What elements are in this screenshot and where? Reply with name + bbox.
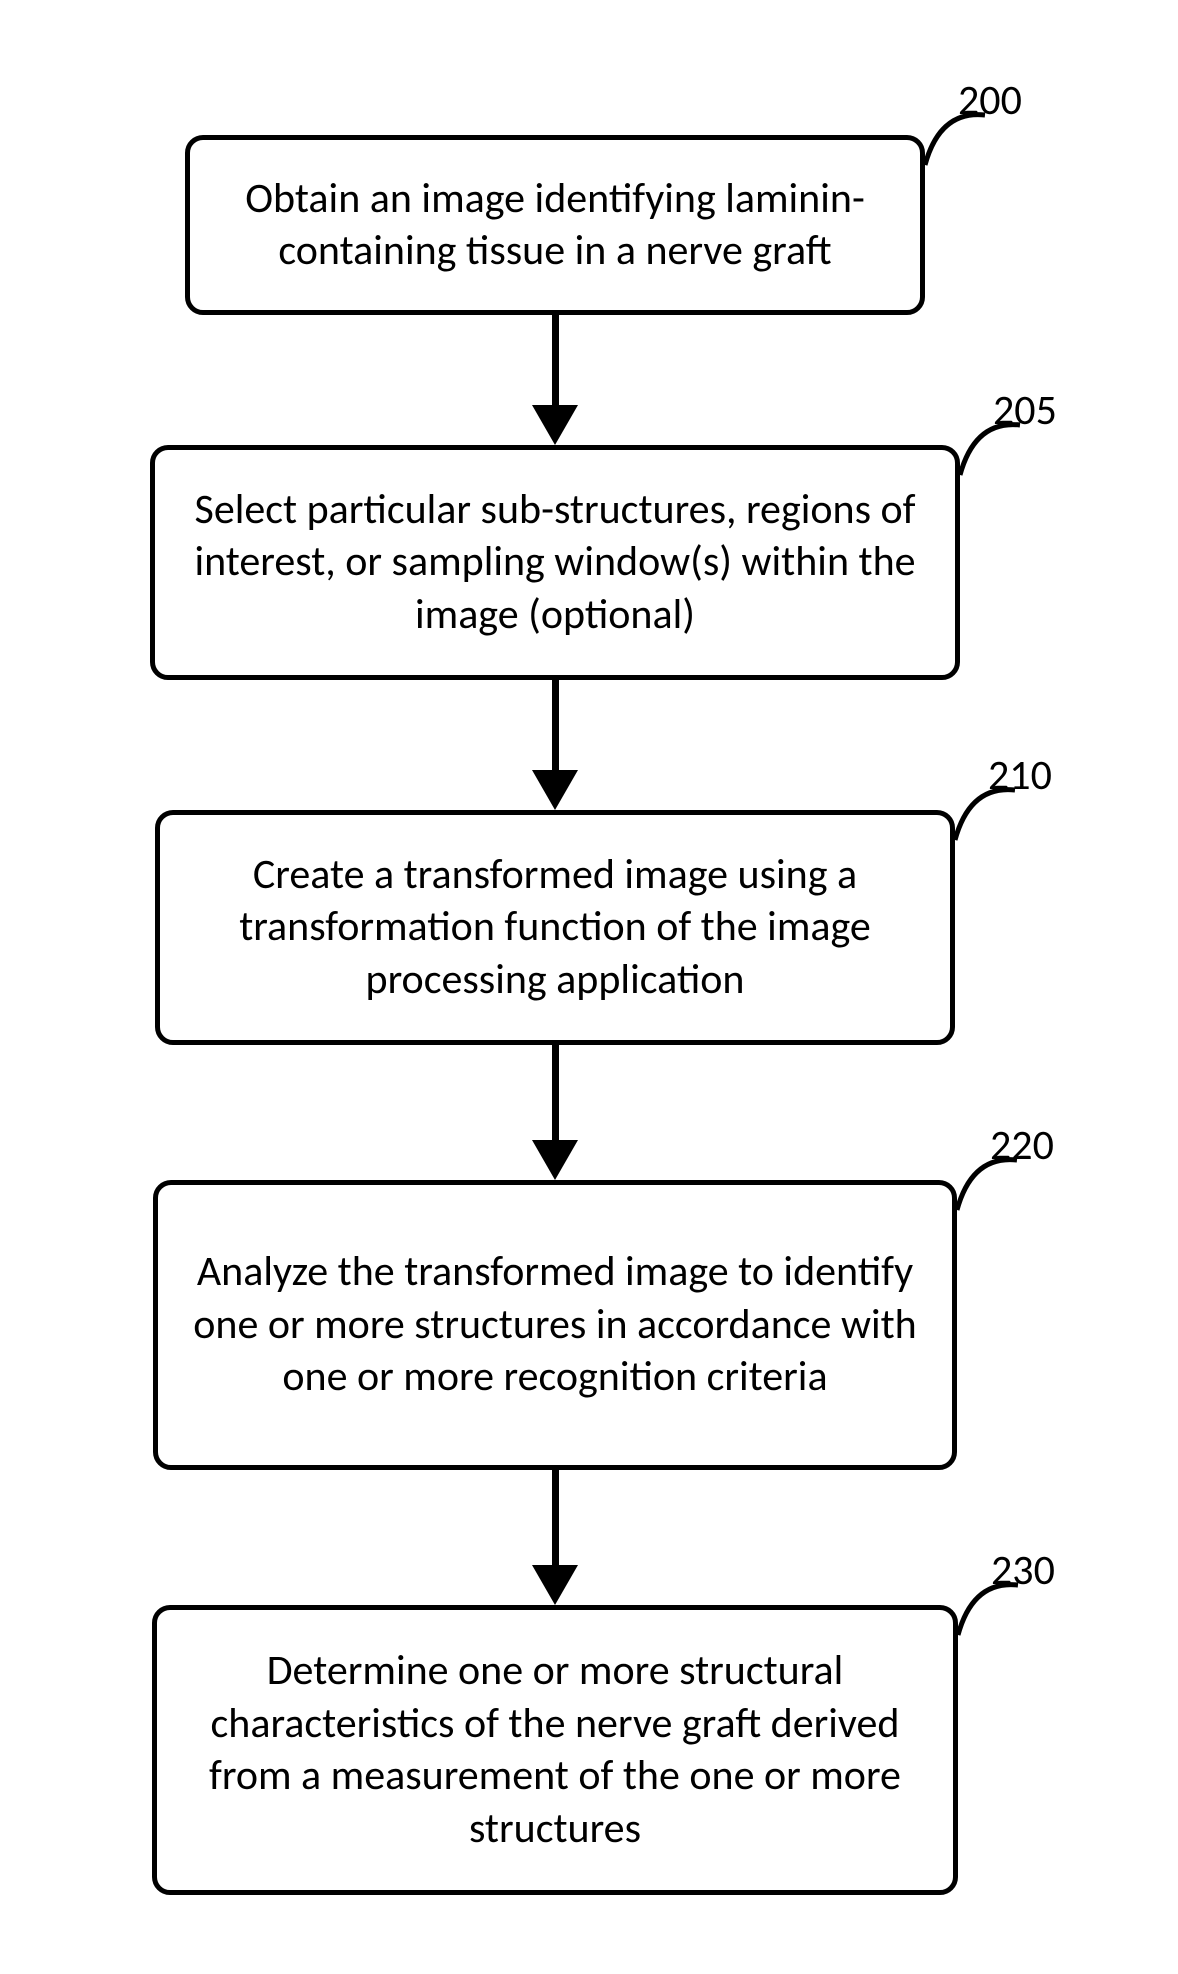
arrow-down-icon [532, 405, 578, 445]
flow-edge [552, 1470, 559, 1565]
arrow-down-icon [532, 1140, 578, 1180]
flow-edge [552, 680, 559, 770]
callout-230 [0, 0, 1178, 1974]
arrow-down-icon [532, 1565, 578, 1605]
flow-edge [552, 1045, 559, 1140]
flowchart-canvas: Obtain an image identifying laminin-cont… [0, 0, 1178, 1974]
arrow-down-icon [532, 770, 578, 810]
flow-edge [552, 315, 559, 405]
